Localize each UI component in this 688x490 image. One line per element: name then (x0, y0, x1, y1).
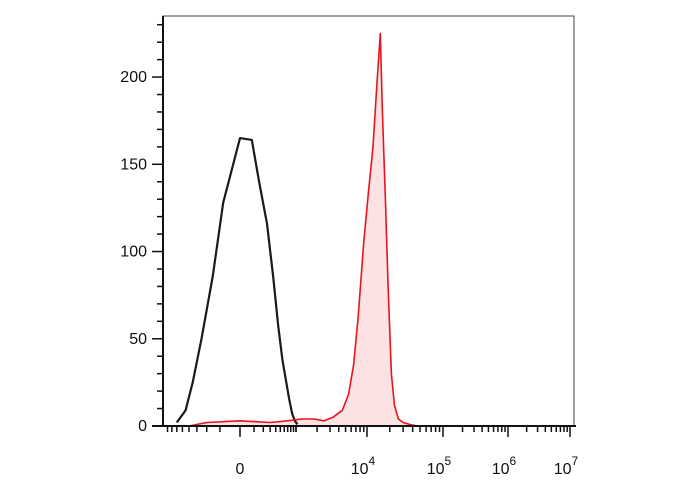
y-tick-label: 50 (129, 331, 147, 348)
y-tick-label: 200 (120, 69, 147, 86)
x-tick-label: 105 (427, 454, 452, 478)
x-tick-label: 104 (351, 454, 376, 478)
series-1-line (188, 32, 417, 427)
series-1-area (189, 33, 417, 427)
x-tick-label: 107 (554, 454, 579, 478)
x-tick-labels: 0 104 105 106 107 (236, 454, 579, 478)
x-tick-label: 0 (236, 461, 245, 478)
series-fills (189, 33, 417, 427)
y-tick-label: 0 (138, 418, 147, 435)
series-0-line (175, 137, 299, 425)
y-tick-labels: 0 50 100 150 200 (120, 69, 147, 435)
y-tick-label: 150 (120, 156, 147, 173)
series-lines (175, 32, 417, 427)
x-minor-ticks (166, 426, 571, 437)
x-tick-label: 106 (492, 454, 517, 478)
y-minor-ticks (152, 23, 163, 427)
y-tick-label: 100 (120, 244, 147, 261)
